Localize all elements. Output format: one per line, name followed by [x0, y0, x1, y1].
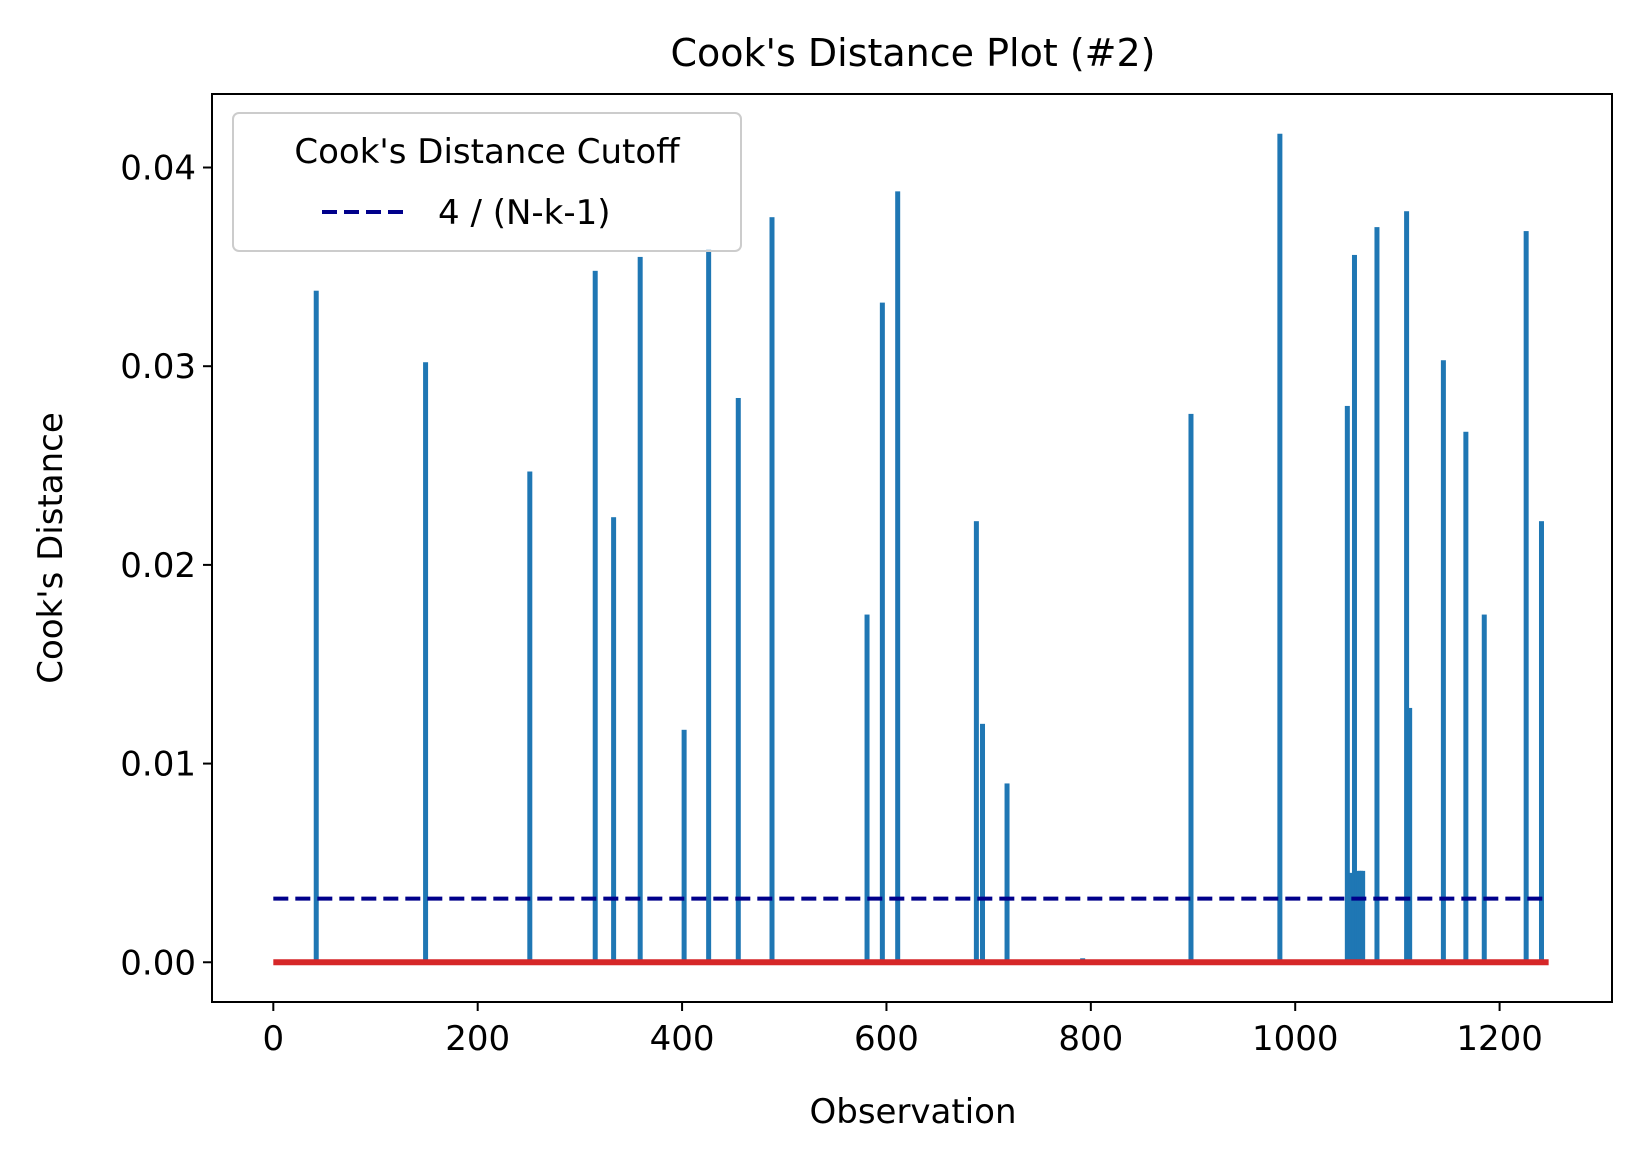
bars-layer	[313, 133, 1544, 963]
bar	[681, 729, 687, 963]
bar	[592, 270, 598, 963]
bar	[1523, 231, 1529, 963]
x-tick-label: 800	[1058, 1019, 1123, 1059]
legend-box	[232, 112, 742, 252]
legend: Cook's Distance Cutoff 4 / (N-k-1)	[232, 112, 742, 252]
bar	[1277, 133, 1283, 963]
bar	[611, 517, 617, 963]
bar	[1188, 413, 1194, 963]
bar	[1004, 783, 1010, 963]
bar	[1351, 254, 1357, 963]
x-tick-label: 1200	[1456, 1019, 1543, 1059]
bar	[637, 256, 643, 963]
x-tick-label: 1000	[1252, 1019, 1339, 1059]
x-axis-label: Observation	[809, 1092, 1016, 1132]
bar	[706, 248, 712, 963]
bar	[980, 723, 986, 963]
bar	[527, 471, 533, 963]
reference-lines	[273, 896, 1549, 966]
y-tick-label: 0.02	[120, 546, 196, 586]
y-tick-label: 0.04	[120, 149, 196, 189]
bar	[864, 614, 870, 963]
x-tick-label: 200	[445, 1019, 510, 1059]
bar	[1440, 360, 1446, 963]
bar	[735, 397, 741, 963]
bar	[1404, 211, 1410, 963]
y-tick-label: 0.01	[120, 745, 196, 785]
y-tick-label: 0.03	[120, 347, 196, 387]
chart-title: Cook's Distance Plot (#2)	[671, 31, 1156, 75]
bar	[879, 302, 885, 963]
x-axis-ticks: 0 200 400 600 800 1000 1200	[262, 1002, 1543, 1059]
bar	[1348, 872, 1354, 963]
bar	[1538, 521, 1544, 963]
bar	[1407, 707, 1413, 963]
bar	[1463, 431, 1469, 963]
legend-entry-label: 4 / (N-k-1)	[438, 193, 611, 233]
bar	[973, 521, 979, 963]
y-axis-label: Cook's Distance	[31, 412, 71, 684]
bar	[423, 362, 429, 963]
x-tick-label: 0	[262, 1019, 284, 1059]
bar	[313, 290, 319, 963]
plot-frame	[211, 93, 1613, 1003]
bar	[1360, 870, 1366, 963]
legend-title: Cook's Distance Cutoff	[294, 132, 681, 172]
bar	[895, 191, 901, 963]
bar	[1374, 227, 1380, 963]
bar	[769, 217, 775, 963]
x-tick-label: 600	[854, 1019, 919, 1059]
bar	[1481, 614, 1487, 963]
y-axis-ticks: 0.00 0.01 0.02 0.03 0.04	[120, 149, 212, 983]
y-tick-label: 0.00	[120, 943, 196, 983]
x-tick-label: 400	[650, 1019, 715, 1059]
bar	[1344, 405, 1350, 963]
